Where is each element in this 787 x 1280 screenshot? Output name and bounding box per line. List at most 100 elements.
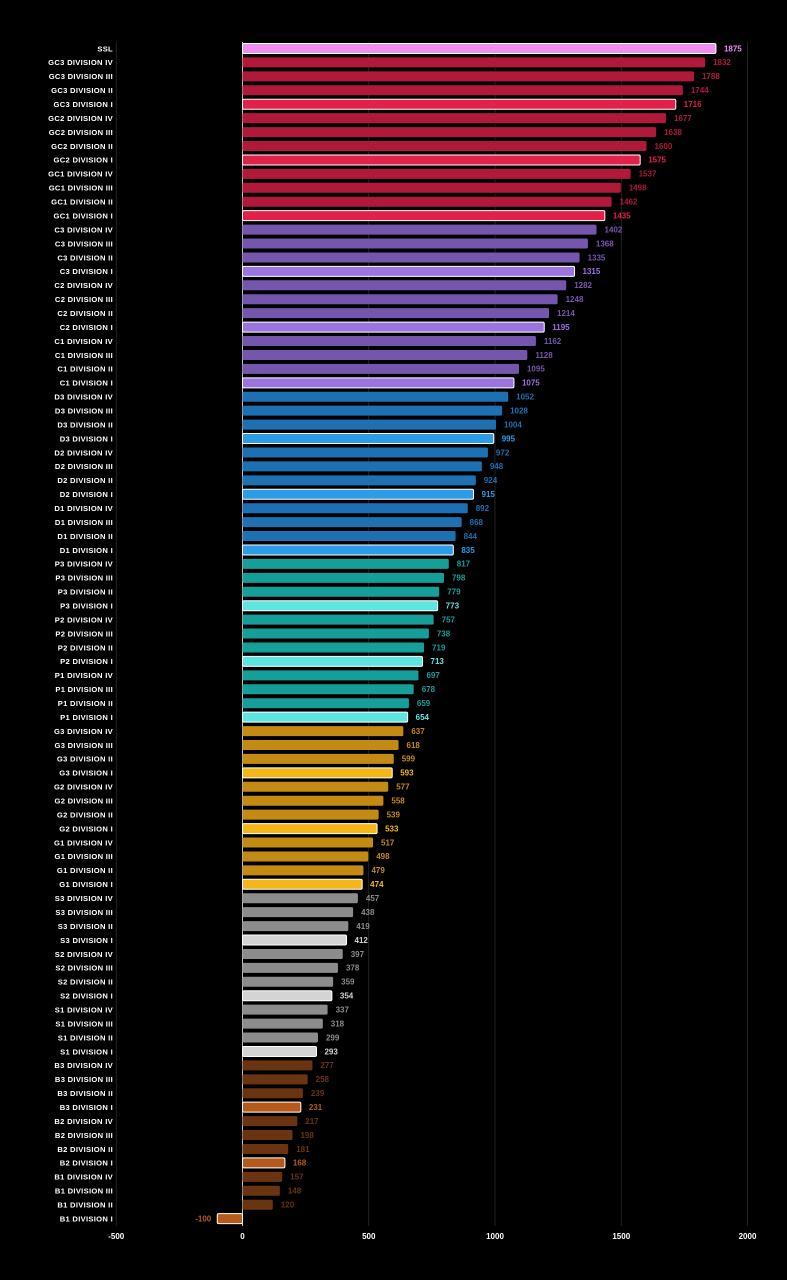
bar [242, 1157, 286, 1169]
bar [242, 1088, 303, 1099]
category-label: G2 DIVISION III [54, 797, 113, 806]
category-label: P2 DIVISION IV [55, 615, 114, 624]
bar [242, 684, 414, 695]
category-label: GC1 DIVISION III [49, 184, 113, 193]
category-label: C2 DIVISION IV [54, 281, 113, 290]
category-label: D1 DIVISION II [57, 532, 113, 541]
bar [216, 1213, 243, 1225]
bar [242, 349, 528, 360]
category-label: S3 DIVISION III [55, 908, 113, 917]
category-label: D2 DIVISION II [57, 476, 113, 485]
category-label: GC2 DIVISION I [54, 156, 113, 165]
bar [242, 948, 343, 959]
bar [242, 837, 374, 848]
category-label: D2 DIVISION I [60, 490, 113, 499]
value-label: 412 [355, 936, 369, 945]
bar [242, 391, 509, 402]
value-label: 1028 [510, 406, 528, 415]
bar [242, 433, 495, 445]
value-label: 359 [341, 978, 355, 987]
bar [242, 628, 429, 639]
bar [242, 85, 683, 96]
bar [242, 698, 409, 709]
value-label: 1195 [552, 323, 570, 332]
value-label: 738 [437, 629, 451, 638]
value-label: 1498 [629, 184, 647, 193]
value-label: 835 [461, 546, 475, 555]
category-label: S3 DIVISION II [58, 922, 113, 931]
value-label: 618 [407, 741, 421, 750]
value-label: 1162 [544, 337, 562, 346]
value-label: 277 [320, 1061, 334, 1070]
category-label: S1 DIVISION I [60, 1047, 113, 1056]
category-label: B1 DIVISION II [57, 1200, 113, 1209]
value-label: 757 [442, 615, 456, 624]
category-label: D2 DIVISION IV [54, 448, 113, 457]
value-label: 438 [361, 908, 375, 917]
bar [242, 962, 338, 973]
value-label: 1004 [504, 420, 522, 429]
value-label: 719 [432, 643, 446, 652]
category-label: B3 DIVISION I [60, 1103, 113, 1112]
category-label: D1 DIVISION III [55, 518, 113, 527]
value-label: 577 [396, 783, 410, 792]
bar [242, 1185, 280, 1196]
bar [242, 600, 439, 612]
category-label: GC3 DIVISION III [49, 72, 113, 81]
category-label: D1 DIVISION IV [54, 504, 113, 513]
bar [242, 1130, 293, 1141]
bar [242, 265, 576, 277]
bar [242, 1074, 308, 1085]
bar [242, 740, 399, 750]
bar [242, 921, 349, 932]
category-label: B1 DIVISION I [60, 1214, 113, 1223]
value-label: 798 [452, 574, 466, 583]
category-label: S2 DIVISION II [58, 978, 113, 987]
category-label: G1 DIVISION IV [54, 838, 114, 847]
x-tick-label: -500 [108, 1232, 125, 1241]
value-label: 1600 [655, 142, 673, 151]
value-label: 1282 [574, 281, 592, 290]
bar [242, 517, 462, 528]
value-label: 231 [309, 1103, 323, 1112]
value-label: 517 [381, 838, 395, 847]
category-label: G3 DIVISION III [54, 741, 113, 750]
value-label: 1435 [613, 211, 631, 220]
category-label: G1 DIVISION II [57, 866, 113, 875]
value-label: 924 [484, 476, 498, 485]
value-label: 474 [370, 880, 384, 889]
bar [242, 1116, 298, 1127]
bar [242, 907, 354, 918]
value-label: 697 [426, 671, 440, 680]
category-label: P2 DIVISION I [60, 657, 113, 666]
category-label: C3 DIVISION IV [54, 225, 113, 234]
category-label: GC1 DIVISION I [54, 211, 113, 220]
bars [216, 43, 717, 1225]
value-label: 678 [422, 685, 436, 694]
category-label: S1 DIVISION III [55, 1019, 113, 1028]
value-label: 637 [411, 727, 425, 736]
value-label: 948 [490, 462, 504, 471]
value-label: 148 [288, 1187, 302, 1196]
category-label: P2 DIVISION III [55, 629, 113, 638]
value-label: 995 [502, 434, 516, 443]
bar [242, 614, 434, 625]
bar [242, 893, 358, 904]
bar [242, 210, 606, 222]
bar [242, 1171, 283, 1182]
x-tick-label: 2000 [739, 1232, 757, 1241]
value-label: 419 [356, 922, 370, 931]
category-label: D3 DIVISION I [60, 434, 113, 443]
bar [242, 224, 597, 235]
category-label: D3 DIVISION III [55, 406, 113, 415]
category-label: C1 DIVISION III [55, 351, 113, 360]
category-label: S3 DIVISION I [60, 936, 113, 945]
bar [242, 377, 515, 389]
value-label: 318 [331, 1019, 345, 1028]
category-label: P1 DIVISION II [58, 699, 113, 708]
bar [242, 851, 369, 862]
value-label: 868 [470, 518, 484, 527]
bar [242, 670, 419, 681]
x-tick-label: 0 [240, 1232, 245, 1241]
value-label: 1368 [596, 239, 614, 248]
